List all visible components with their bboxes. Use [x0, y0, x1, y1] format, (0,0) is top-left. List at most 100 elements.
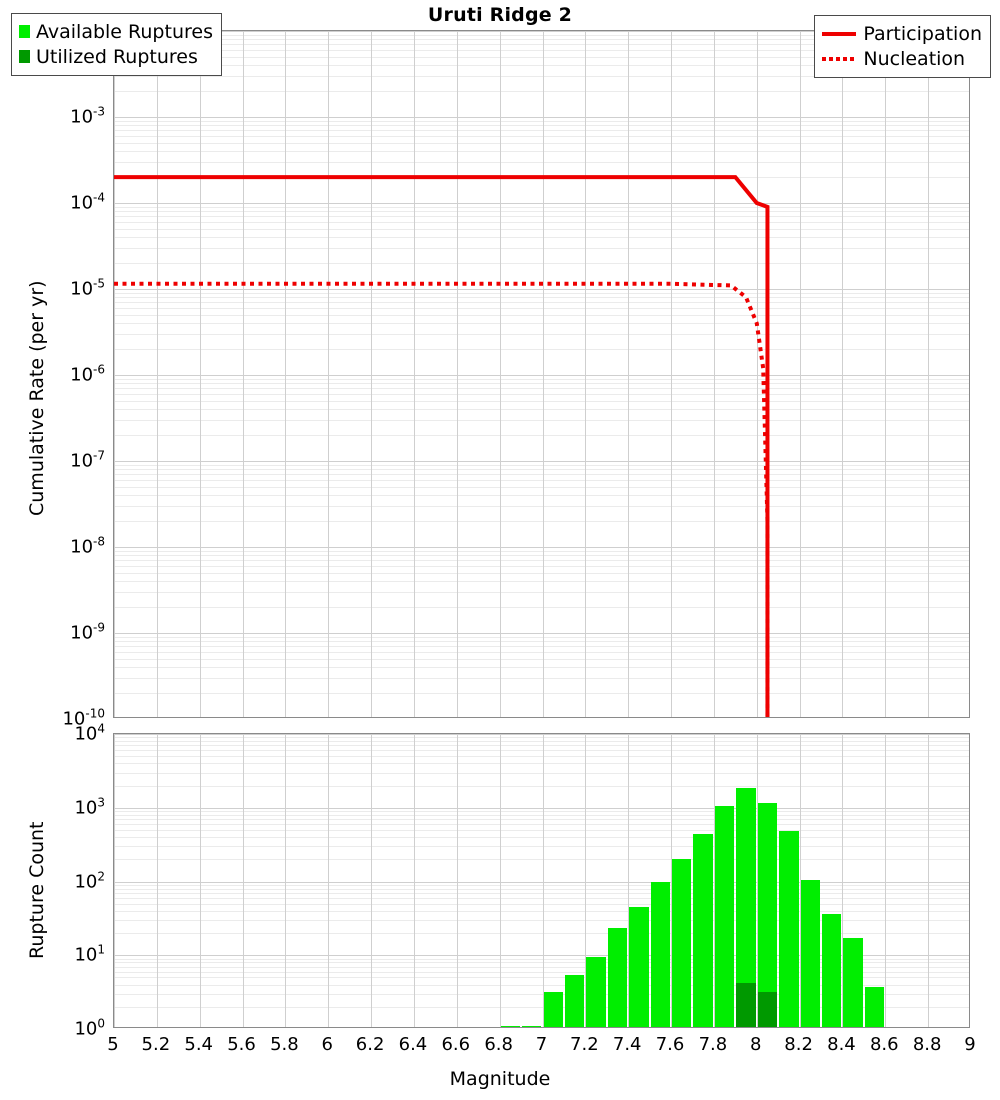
legend-item-utilized-ruptures[interactable]: Utilized Ruptures — [19, 44, 213, 69]
gridline-horizontal — [114, 130, 969, 131]
gridline-vertical — [328, 31, 329, 717]
y-tick-label: 104 — [74, 721, 105, 745]
y-tick-label: 102 — [74, 869, 105, 892]
gridline-horizontal — [114, 487, 969, 488]
y-tick-label: 10-6 — [70, 362, 105, 386]
gridline-vertical — [671, 734, 672, 1027]
histogram-bar-available — [543, 991, 563, 1027]
x-tick-label: 5.4 — [184, 1034, 214, 1055]
bottom-y-tick-labels: 104 103 102 101 100 — [5, 0, 105, 1040]
gridline-horizontal — [114, 786, 969, 787]
gridline-horizontal — [114, 506, 969, 507]
gridline-horizontal — [114, 263, 969, 264]
x-tick-label: 7.2 — [570, 1034, 599, 1055]
legend-item-nucleation[interactable]: Nucleation — [822, 46, 982, 71]
legend-item-participation[interactable]: Participation — [822, 21, 982, 46]
gridline-horizontal — [114, 495, 969, 496]
gridline-horizontal — [114, 741, 969, 742]
gridline-horizontal — [114, 57, 969, 58]
gridline-horizontal — [114, 633, 969, 634]
gridline-horizontal — [114, 125, 969, 126]
histogram-bar-available — [779, 831, 799, 1027]
x-tick-label: 5.2 — [141, 1034, 171, 1055]
x-tick-label: 8.6 — [869, 1034, 899, 1055]
x-tick-label: 7.6 — [655, 1034, 685, 1055]
gridline-horizontal — [114, 763, 969, 764]
gridline-horizontal — [114, 573, 969, 574]
gridline-vertical — [285, 31, 286, 717]
histogram-bar-available — [822, 914, 842, 1027]
histogram-bar-available — [522, 1026, 542, 1027]
x-tick-label: 6.4 — [398, 1034, 428, 1055]
gridline-vertical — [928, 734, 929, 1027]
gridline-horizontal — [114, 756, 969, 757]
x-tick-label: 8.8 — [912, 1034, 942, 1055]
histogram-bar-available — [736, 787, 756, 1027]
histogram-bar-available — [714, 806, 735, 1027]
gridline-vertical — [457, 734, 458, 1027]
x-tick-label: 6.2 — [355, 1034, 385, 1055]
gridline-horizontal — [114, 334, 969, 335]
gridline-horizontal — [114, 547, 969, 548]
gridline-vertical — [243, 31, 244, 717]
gridline-horizontal — [114, 659, 969, 660]
gridline-horizontal — [114, 773, 969, 774]
gridline-horizontal — [114, 379, 969, 380]
gridline-horizontal — [114, 383, 969, 384]
gridline-horizontal — [114, 480, 969, 481]
gridline-horizontal — [114, 293, 969, 294]
gridline-horizontal — [114, 308, 969, 309]
gridline-horizontal — [114, 882, 969, 883]
histogram-bar-available — [757, 803, 778, 1027]
legend-label-utilized-ruptures: Utilized Ruptures — [36, 45, 198, 68]
gridline-horizontal — [114, 837, 969, 838]
gridline-horizontal — [114, 207, 969, 208]
gridline-horizontal — [114, 222, 969, 223]
top-legend: Participation Nucleation — [814, 15, 991, 78]
x-tick-label: 9 — [964, 1034, 976, 1055]
nucleation-line-icon — [822, 56, 857, 61]
gridline-horizontal — [114, 920, 969, 921]
x-tick-label: 6.8 — [484, 1034, 513, 1055]
gridline-horizontal — [114, 35, 969, 36]
x-axis-label: Magnitude — [449, 1068, 551, 1090]
y-tick-label: 10-9 — [70, 620, 105, 644]
gridline-horizontal — [114, 375, 969, 376]
x-tick-label: 5.6 — [227, 1034, 256, 1055]
page-title: Uruti Ridge 2 — [427, 4, 573, 26]
rate-curves — [114, 175, 770, 717]
gridline-horizontal — [114, 955, 969, 956]
histogram-bar-available — [693, 833, 713, 1027]
gridline-vertical — [928, 31, 929, 717]
gridline-horizontal — [114, 394, 969, 395]
gridline-horizontal — [114, 637, 969, 638]
gridline-horizontal — [114, 904, 969, 905]
gridline-horizontal — [114, 811, 969, 812]
gridline-horizontal — [114, 734, 969, 735]
legend-item-available-ruptures[interactable]: Available Ruptures — [19, 19, 213, 44]
legend-label-nucleation: Nucleation — [863, 47, 966, 70]
gridline-horizontal — [114, 893, 969, 894]
gridline-horizontal — [114, 401, 969, 402]
gridline-vertical — [585, 734, 586, 1027]
x-tick-label: 7.8 — [698, 1034, 728, 1055]
gridline-horizontal — [114, 933, 969, 934]
gridline-horizontal — [114, 435, 969, 436]
gridline-vertical — [842, 31, 843, 717]
gridline-horizontal — [114, 65, 969, 66]
y-tick-label: 10-5 — [70, 276, 105, 300]
gridline-horizontal — [114, 967, 969, 968]
gridline-vertical — [500, 734, 501, 1027]
gridline-vertical — [757, 734, 758, 1027]
gridline-horizontal — [114, 162, 969, 163]
gridline-horizontal — [114, 151, 969, 152]
x-tick-label: 8.4 — [827, 1034, 856, 1055]
gridline-horizontal — [114, 824, 969, 825]
gridline-horizontal — [114, 678, 969, 679]
x-tick-label: 8 — [750, 1034, 762, 1055]
gridline-horizontal — [114, 315, 969, 316]
gridline-horizontal — [114, 91, 969, 92]
gridline-vertical — [628, 734, 629, 1027]
gridline-horizontal — [114, 143, 969, 144]
